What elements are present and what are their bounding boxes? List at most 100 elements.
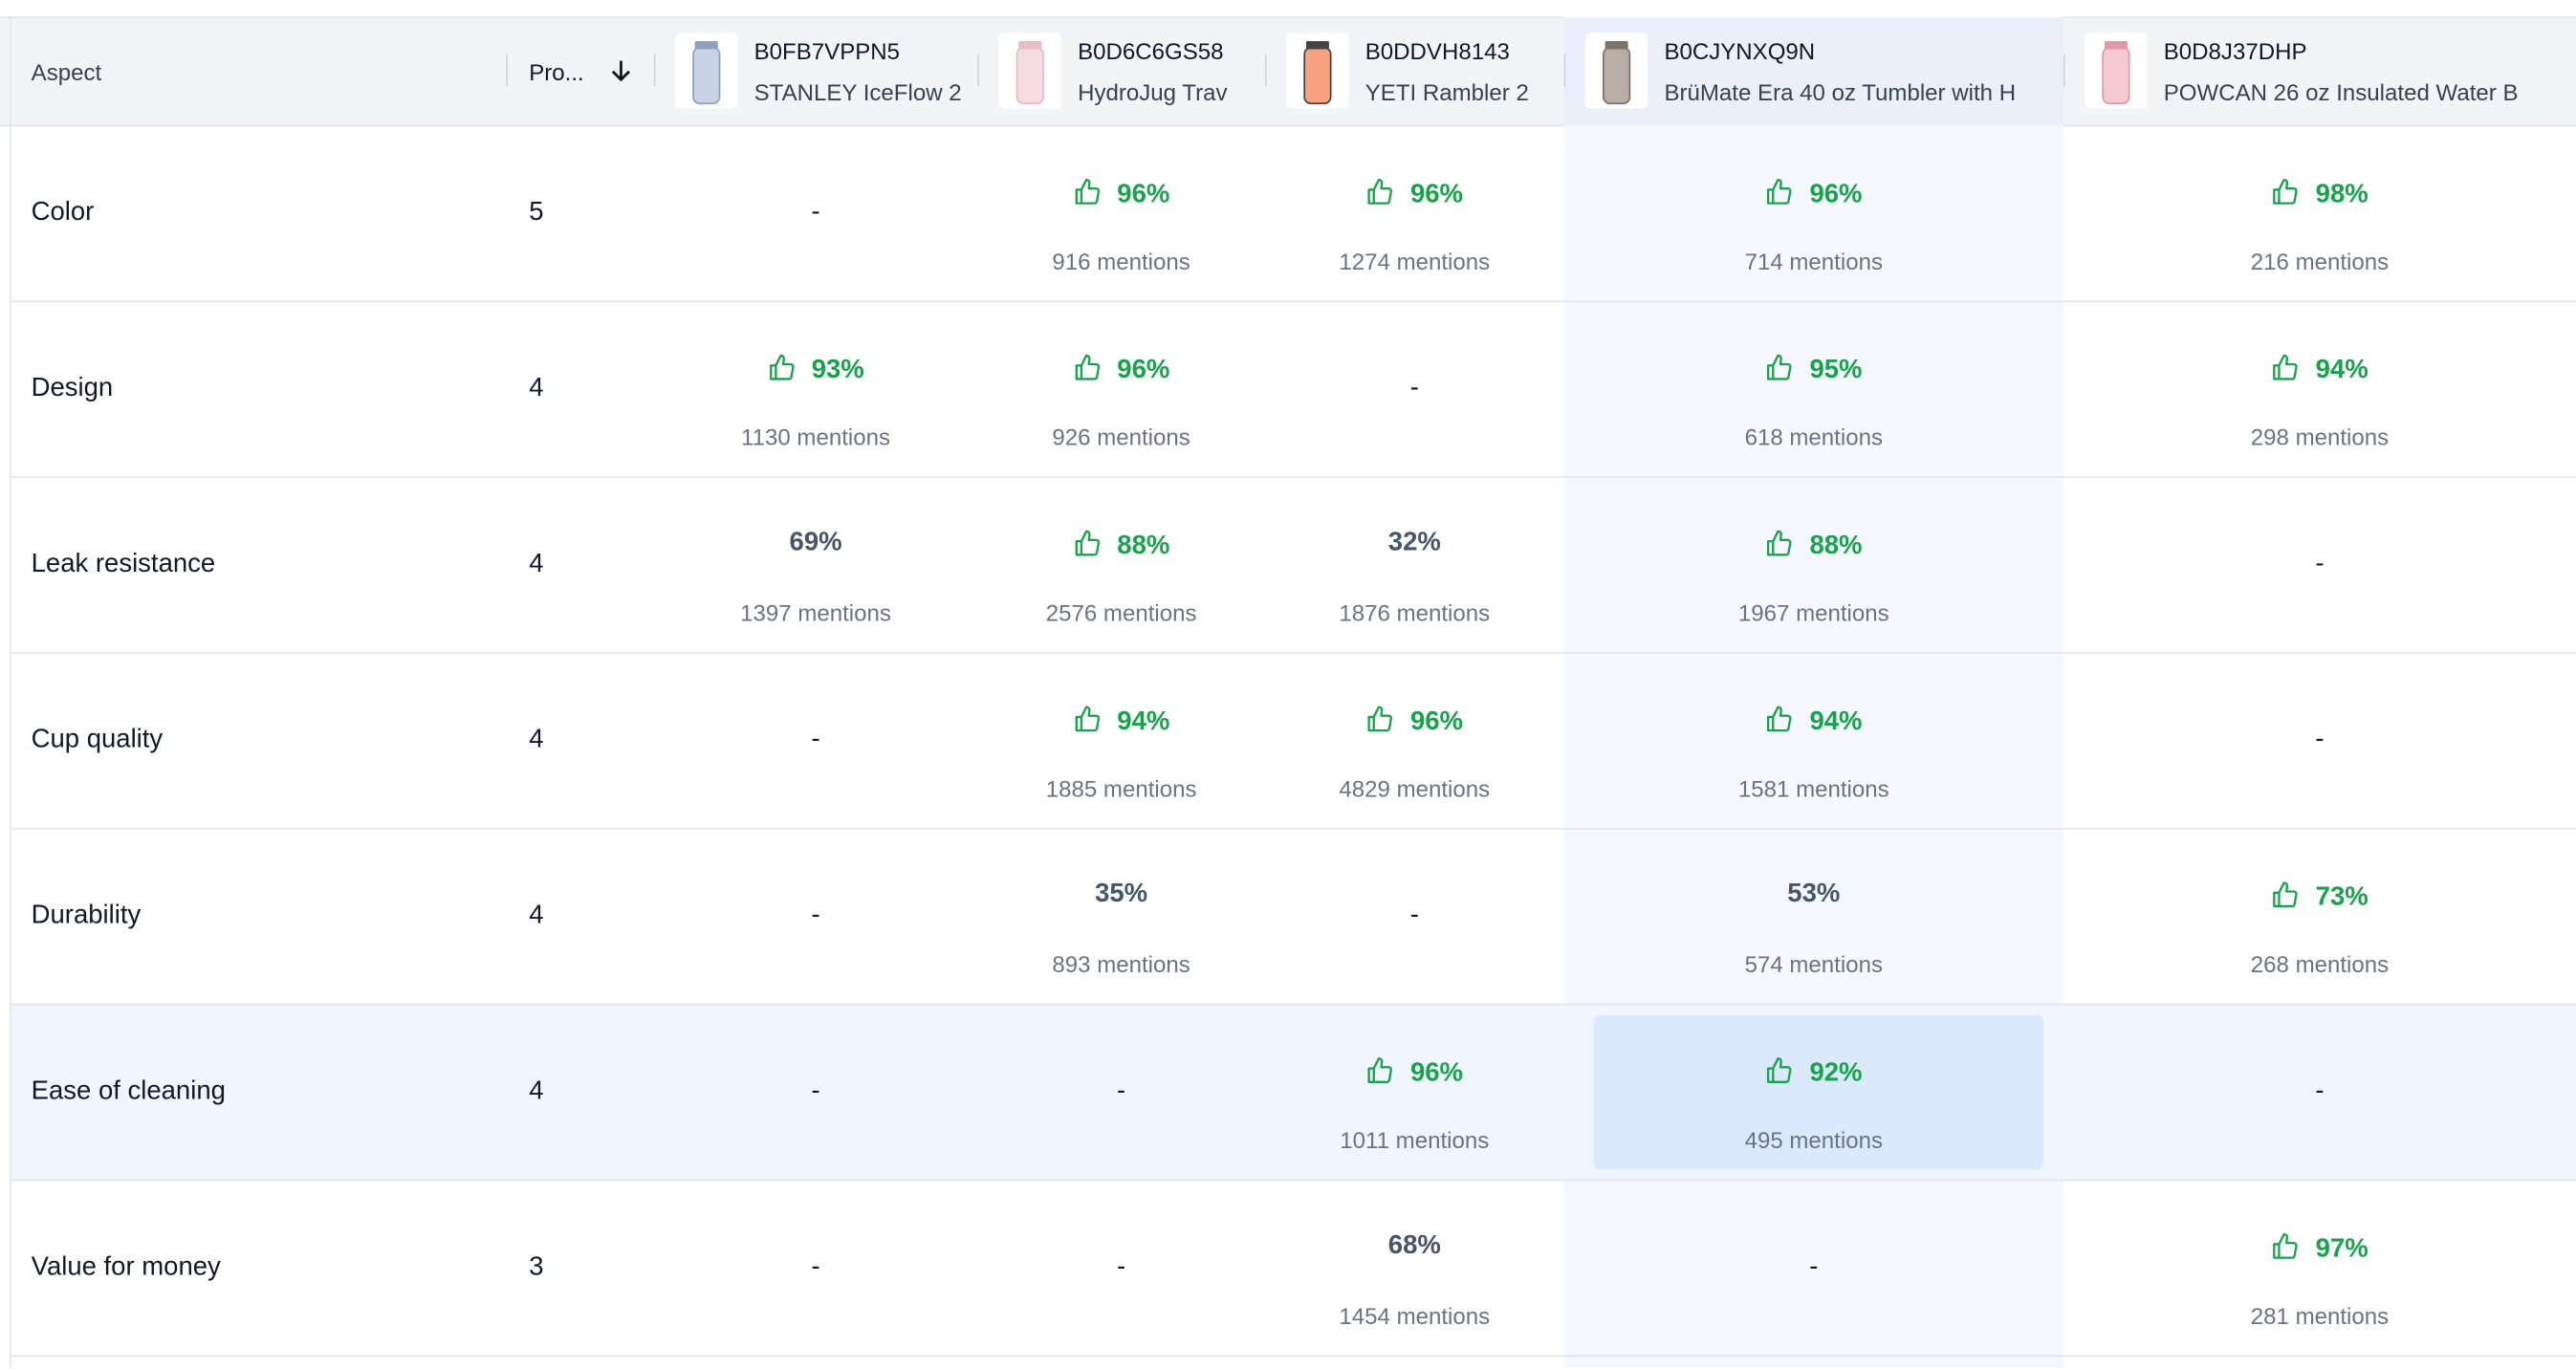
mentions: 618 mentions: [1744, 424, 1884, 450]
empty-cell: -: [811, 198, 820, 228]
mentions: 4829 mentions: [1339, 774, 1491, 802]
pct-text: 96%: [1409, 180, 1464, 209]
empty-cell: -: [811, 1252, 820, 1282]
pct-text: 96%: [1409, 1059, 1464, 1088]
sort-icon[interactable]: [608, 57, 634, 92]
aspect-name: Color: [31, 198, 95, 228]
pct-text: 68%: [1387, 1231, 1441, 1260]
row-divider: [10, 1003, 2576, 1006]
pct-text: 96%: [1409, 707, 1464, 736]
mentions: 495 mentions: [1744, 1126, 1884, 1154]
sentiment-pct[interactable]: 94%: [977, 705, 1265, 737]
sentiment-pct[interactable]: 88%: [1564, 529, 2063, 561]
mentions: 1885 mentions: [1045, 774, 1197, 802]
sentiment-pct[interactable]: 88%: [977, 529, 1265, 561]
row-divider: [10, 476, 2576, 478]
product-count: 5: [529, 198, 544, 228]
pct-text: 32%: [1387, 529, 1441, 557]
sentiment-pct[interactable]: 73%: [2063, 880, 2576, 913]
pct-text: 88%: [1117, 532, 1170, 560]
aspect-name: Leak resistance: [31, 550, 216, 578]
sentiment-pct[interactable]: 32%: [1265, 529, 1564, 558]
product-asin[interactable]: B0D6C6GS58: [1078, 37, 1224, 65]
sentiment-pct[interactable]: 96%: [977, 178, 1265, 210]
mentions: 1274 mentions: [1339, 248, 1491, 274]
sentiment-pct[interactable]: 97%: [2063, 1232, 2576, 1265]
row-divider: [10, 827, 2576, 830]
aspect-name: Ease of cleaning: [31, 1077, 226, 1106]
sentiment-pct[interactable]: 96%: [977, 353, 1265, 385]
sentiment-pct[interactable]: 53%: [1564, 880, 2063, 910]
product-name: STANLEY IceFlow 2: [753, 78, 962, 105]
pct-text: 94%: [1809, 707, 1863, 736]
pct-text: 96%: [1117, 180, 1170, 209]
empty-cell: -: [2315, 1077, 2325, 1106]
pct-text: 97%: [2315, 1235, 2369, 1264]
sentiment-pct[interactable]: 96%: [1265, 178, 1564, 210]
mentions: 714 mentions: [1744, 248, 1884, 274]
empty-cell: -: [1809, 1252, 1819, 1282]
aspect-name: Durability: [31, 902, 142, 930]
column-divider: [653, 54, 656, 88]
header-count[interactable]: Pro...: [529, 58, 584, 86]
product-asin[interactable]: B0CJYNXQ9N: [1664, 37, 1816, 65]
pct-text: 98%: [2315, 180, 2369, 209]
sentiment-pct[interactable]: 69%: [654, 529, 977, 558]
aspect-name: Design: [31, 374, 114, 402]
row-divider: [10, 1179, 2576, 1182]
sentiment-pct[interactable]: 98%: [2063, 178, 2576, 210]
sentiment-pct[interactable]: 95%: [1564, 353, 2063, 385]
mentions: 281 mentions: [2250, 1302, 2390, 1329]
product-image: [1584, 33, 1648, 109]
product-image: [675, 33, 738, 109]
mentions: 298 mentions: [2250, 424, 2390, 450]
column-divider: [2063, 54, 2065, 88]
column-divider: [506, 54, 508, 88]
sentiment-pct[interactable]: 93%: [654, 353, 977, 385]
mentions: 916 mentions: [1052, 248, 1190, 274]
mentions: 574 mentions: [1744, 950, 1884, 978]
sentiment-pct[interactable]: 94%: [2063, 353, 2576, 385]
product-name: HydroJug Trav: [1078, 78, 1228, 105]
cell-highlight: [1593, 1014, 2044, 1170]
pct-text: 96%: [1809, 180, 1863, 209]
sentiment-pct[interactable]: 68%: [1265, 1232, 1564, 1262]
sentiment-pct[interactable]: 96%: [1265, 1056, 1564, 1089]
product-asin[interactable]: B0D8J37DHP: [2163, 37, 2307, 65]
pct-text: 94%: [2315, 356, 2369, 385]
mentions: 926 mentions: [1052, 424, 1190, 450]
row-divider: [10, 300, 2576, 303]
sentiment-pct[interactable]: 94%: [1564, 705, 2063, 737]
product-asin[interactable]: B0DDVH8143: [1364, 37, 1510, 65]
mentions: 1130 mentions: [741, 424, 891, 450]
pct-text: 96%: [1117, 356, 1170, 385]
mentions: 1011 mentions: [1340, 1126, 1490, 1154]
mentions: 1967 mentions: [1737, 599, 1889, 626]
left-border: [10, 16, 12, 1369]
mentions: 2576 mentions: [1045, 599, 1197, 626]
product-asin[interactable]: B0FB7VPPN5: [753, 37, 901, 65]
sentiment-pct[interactable]: 96%: [1265, 705, 1564, 737]
pct-text: 53%: [1787, 880, 1841, 909]
product-image: [2085, 33, 2148, 109]
mentions: 268 mentions: [2250, 950, 2390, 978]
product-count: 4: [529, 550, 544, 578]
sentiment-pct[interactable]: 92%: [1564, 1056, 2063, 1089]
pct-text: 93%: [811, 356, 864, 385]
header-aspect[interactable]: Aspect: [31, 58, 102, 86]
empty-cell: -: [1117, 1077, 1126, 1106]
row-highlight: [10, 1005, 2576, 1182]
mentions: 893 mentions: [1052, 950, 1190, 978]
column-divider: [1563, 54, 1566, 88]
empty-cell: -: [2315, 726, 2325, 754]
sentiment-pct[interactable]: 96%: [1564, 178, 2063, 210]
pct-text: 92%: [1809, 1059, 1863, 1088]
product-image: [1286, 33, 1349, 109]
product-name: YETI Rambler 2: [1364, 78, 1529, 105]
sentiment-pct[interactable]: 35%: [977, 880, 1265, 910]
empty-cell: -: [1117, 1252, 1126, 1282]
column-divider: [1264, 54, 1267, 88]
pct-text: 35%: [1095, 880, 1148, 909]
aspect-name: Cup quality: [31, 726, 164, 754]
